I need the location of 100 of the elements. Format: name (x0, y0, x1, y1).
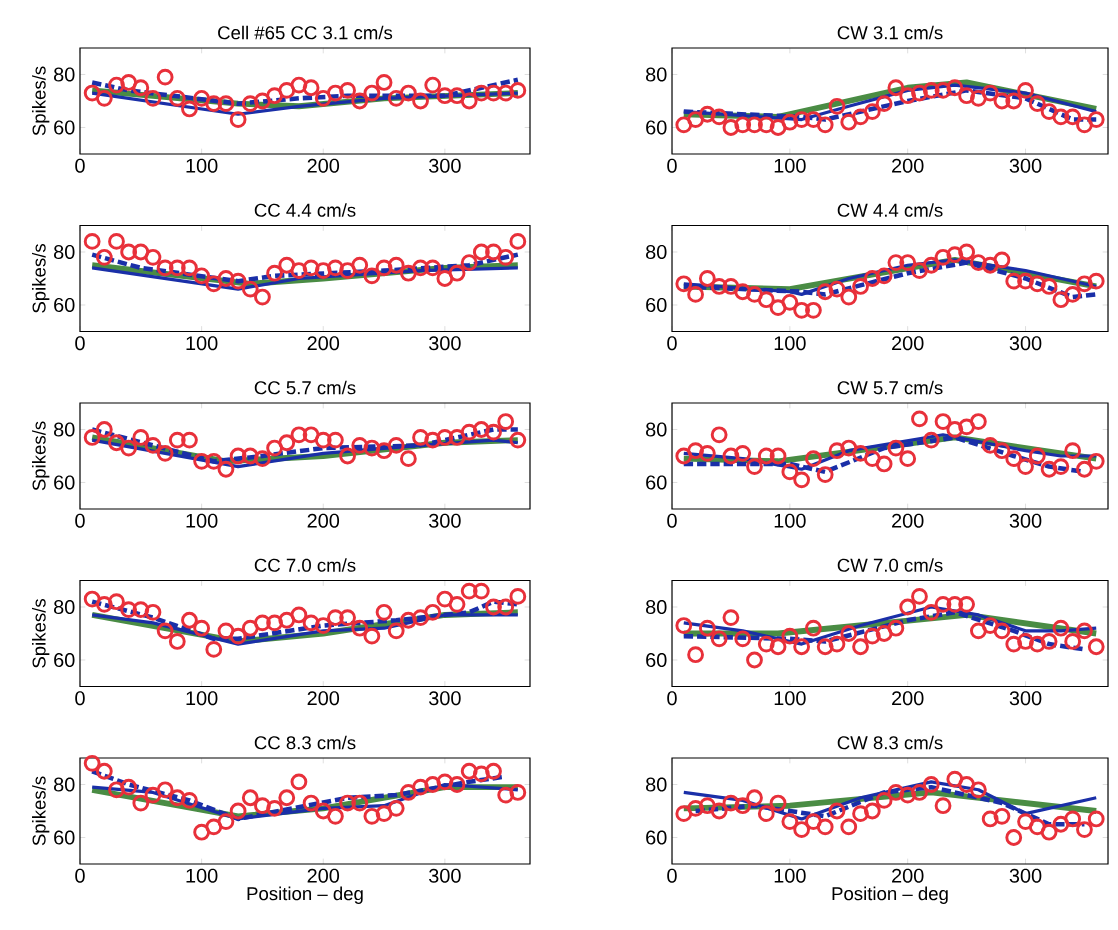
point (229, 272, 247, 290)
y-tick-label: 60 (646, 830, 667, 845)
point (1087, 638, 1105, 656)
point (934, 797, 952, 815)
point (922, 776, 940, 793)
point (1087, 111, 1105, 128)
x-tick-label: 200 (307, 513, 340, 528)
x-tick-label: 300 (428, 513, 461, 528)
point (132, 243, 150, 261)
point (509, 232, 527, 250)
point (108, 781, 125, 799)
point (1087, 452, 1105, 470)
point (290, 426, 308, 444)
point (875, 267, 893, 285)
point (229, 627, 247, 645)
point (840, 113, 858, 131)
point (687, 646, 704, 664)
point (132, 794, 150, 812)
x-axis-title: Position – deg (832, 886, 948, 904)
point (339, 447, 356, 465)
point (805, 813, 822, 830)
point (472, 582, 490, 600)
y-axis-title: Spikes/s (32, 599, 50, 668)
point (266, 87, 283, 105)
x-tick-label: 0 (667, 158, 677, 173)
point (698, 270, 716, 287)
point (1087, 810, 1105, 828)
chart-title: CC 7.0 cm/s (254, 558, 356, 572)
point (339, 81, 356, 99)
point (95, 595, 113, 613)
point (290, 76, 308, 94)
point (1040, 278, 1058, 295)
x-tick-label: 200 (307, 158, 340, 173)
point (710, 802, 728, 820)
point (746, 116, 763, 134)
point (217, 270, 235, 287)
point (132, 601, 150, 619)
point (828, 97, 846, 115)
y-axis-title: Spikes/s (32, 421, 50, 491)
point (509, 431, 527, 449)
y-tick-label: 80 (646, 67, 667, 82)
point (981, 84, 999, 102)
point (828, 802, 846, 820)
x-tick-label: 100 (186, 336, 218, 351)
point (205, 818, 223, 836)
x-tick-label: 300 (428, 336, 461, 351)
point (375, 74, 393, 91)
x-tick-label: 0 (75, 336, 85, 351)
point (958, 243, 976, 261)
point (1017, 633, 1034, 650)
point (1052, 458, 1070, 475)
point (120, 778, 138, 796)
point (327, 609, 344, 626)
point (290, 606, 308, 624)
point (816, 466, 834, 483)
point (875, 455, 893, 473)
x-tick-label: 100 (774, 513, 806, 528)
point (1028, 447, 1046, 465)
point (958, 595, 976, 613)
point (887, 439, 905, 457)
point (1076, 275, 1093, 293)
point (722, 278, 740, 295)
chart-title: CC 4.4 cm/s (254, 203, 356, 217)
point (254, 288, 271, 306)
point (95, 762, 113, 780)
x-tick-label: 0 (75, 158, 85, 173)
x-tick-label: 100 (186, 691, 218, 706)
point (840, 818, 858, 836)
point (254, 92, 271, 110)
x-tick-label: 100 (774, 691, 806, 706)
point (757, 635, 775, 653)
point (899, 450, 917, 468)
point (828, 442, 846, 460)
point (922, 603, 940, 621)
point (302, 794, 320, 812)
point (1005, 829, 1023, 846)
point (302, 614, 320, 632)
point (254, 614, 271, 632)
point (687, 442, 704, 460)
point (278, 611, 296, 629)
point (805, 619, 822, 637)
point (156, 622, 174, 640)
chart-title: CW 3.1 cm/s (837, 25, 943, 40)
point (181, 259, 198, 277)
point (290, 262, 308, 279)
point (1017, 813, 1034, 830)
point (193, 619, 211, 637)
point (781, 627, 799, 645)
point (899, 598, 917, 616)
point (156, 259, 174, 277)
point (698, 105, 716, 123)
x-tick-label: 200 (892, 513, 924, 528)
x-tick-label: 200 (892, 336, 924, 351)
point (168, 431, 186, 449)
x-tick-label: 200 (307, 336, 340, 351)
point (217, 460, 235, 478)
point (1005, 450, 1023, 468)
point (1052, 291, 1070, 309)
point (781, 113, 799, 131)
point (793, 301, 811, 319)
